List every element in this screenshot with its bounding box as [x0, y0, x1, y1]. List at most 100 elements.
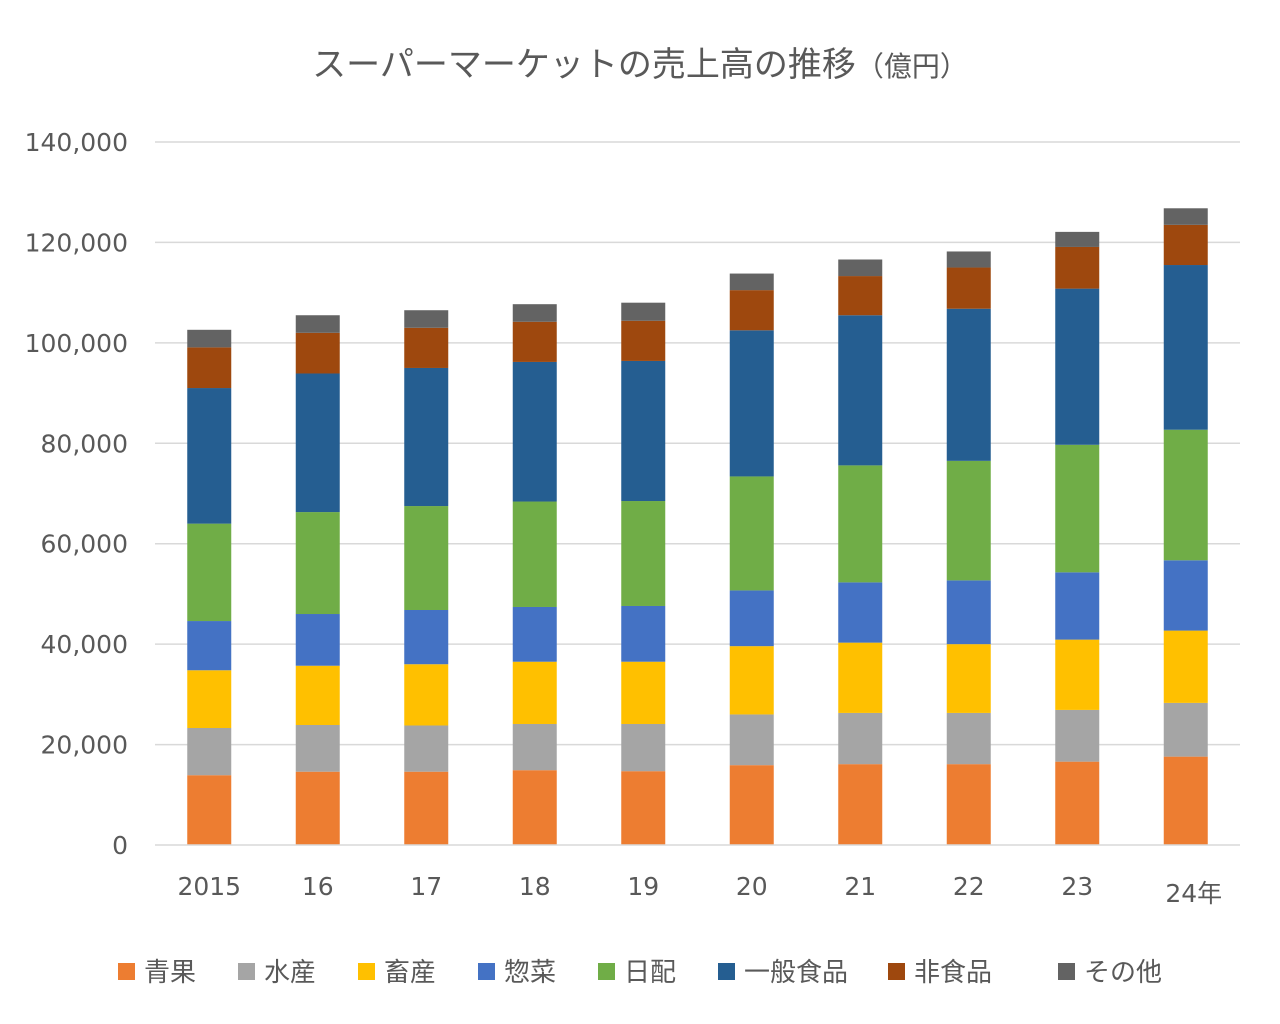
legend-swatch	[1058, 963, 1075, 980]
bar-segment	[1055, 639, 1100, 710]
bar-segment	[1055, 572, 1100, 640]
bar-segment	[838, 259, 883, 277]
bar-segment	[838, 582, 883, 643]
bar-segment	[512, 304, 557, 322]
bar-segment	[295, 665, 340, 725]
bar-segment	[729, 590, 774, 647]
bar-segment	[1163, 702, 1208, 757]
bar-segment	[404, 367, 449, 507]
bar-segment	[512, 501, 557, 607]
x-tick-label: 19	[627, 872, 659, 901]
legend: 青果 水産 畜産 惣菜 日配 一般食品 非食品 その他	[118, 958, 1162, 988]
bar-stack-5	[729, 273, 774, 845]
legend-swatch	[718, 963, 735, 980]
bar-segment	[1163, 429, 1208, 561]
bar-stack-9	[1163, 208, 1208, 845]
legend-item: その他	[1058, 958, 1162, 988]
bar-segment	[295, 614, 340, 666]
bar-segment	[838, 465, 883, 583]
x-tick-label: 16	[302, 872, 334, 901]
bar-segment	[621, 661, 666, 724]
bar-stack-4	[621, 302, 666, 845]
legend-label: 非食品	[914, 958, 992, 988]
legend-label: その他	[1084, 958, 1162, 988]
bar-segment	[621, 360, 666, 502]
bar-segment	[404, 506, 449, 610]
x-tick-label: 22	[953, 872, 985, 901]
bar-segment	[946, 460, 991, 581]
bar-segment	[1163, 630, 1208, 703]
bar-segment	[295, 315, 340, 333]
legend-label: 一般食品	[744, 958, 848, 988]
bar-segment	[295, 512, 340, 615]
bar-segment	[187, 670, 232, 729]
bar-segment	[729, 273, 774, 291]
bar-segment	[187, 347, 232, 389]
bar-segment	[729, 765, 774, 845]
bar-segment	[295, 771, 340, 845]
axes: 0 20,000 40,000 60,000 80,000 100,000 120,000 1…	[25, 128, 1240, 908]
bar-stack-6	[838, 259, 883, 845]
bar-segment	[1055, 444, 1100, 573]
bar-segment	[404, 327, 449, 368]
bar-segment	[404, 609, 449, 665]
bar-segment	[404, 664, 449, 726]
bar-segment	[512, 661, 557, 724]
legend-label: 畜産	[384, 958, 436, 988]
bar-segment	[729, 646, 774, 715]
bar-segment	[729, 476, 774, 591]
bar-segment	[729, 330, 774, 477]
legend-swatch	[598, 963, 615, 980]
bar-segment	[838, 712, 883, 765]
y-tick-label: 80,000	[41, 429, 128, 458]
bar-segment	[1055, 761, 1100, 845]
bar-segment	[946, 580, 991, 645]
x-tick-label: 18	[519, 872, 551, 901]
bar-segment	[621, 501, 666, 606]
bar-segment	[946, 251, 991, 268]
bar-segment	[187, 329, 232, 348]
bar-segment	[404, 771, 449, 845]
x-tick-label: 24年	[1165, 879, 1222, 908]
x-tick-label: 20	[736, 872, 768, 901]
bar-stack-1	[295, 315, 340, 845]
bar-segment	[187, 775, 232, 845]
bar-stack-3	[512, 304, 557, 845]
bar-segment	[621, 605, 666, 662]
legend-swatch	[118, 963, 135, 980]
bar-segment	[621, 771, 666, 845]
legend-item: 一般食品	[718, 958, 848, 988]
legend-item: 畜産	[358, 958, 436, 988]
bar-segment	[187, 728, 232, 776]
bar-segment	[838, 764, 883, 845]
bar-segment	[838, 642, 883, 713]
x-tick-label: 2015	[177, 872, 241, 901]
y-tick-label: 40,000	[41, 630, 128, 659]
bar-segment	[1163, 208, 1208, 225]
legend-label: 青果	[144, 958, 196, 988]
legend-item: 非食品	[888, 958, 992, 988]
bar-segment	[295, 373, 340, 513]
chart-title: スーパーマーケットの売上高の推移（億円）	[312, 45, 968, 85]
bar-segment	[946, 644, 991, 713]
bar-stack-8	[1055, 231, 1100, 845]
bar-stack-0	[187, 329, 232, 845]
x-tick-label: 23	[1061, 872, 1093, 901]
bar-segment	[1163, 560, 1208, 631]
legend-item: 惣菜	[478, 958, 556, 988]
bar-segment	[1163, 224, 1208, 266]
bar-segment	[1055, 709, 1100, 762]
bar-segment	[512, 723, 557, 771]
bar-segment	[946, 712, 991, 765]
bar-segment	[187, 523, 232, 622]
y-tick-label: 120,000	[25, 228, 128, 257]
bar-segment	[621, 723, 666, 772]
bar-segment	[404, 725, 449, 772]
bar-segment	[1055, 231, 1100, 247]
legend-label: 水産	[264, 958, 316, 988]
legend-swatch	[478, 963, 495, 980]
legend-item: 日配	[598, 958, 676, 988]
bar-segment	[404, 310, 449, 328]
